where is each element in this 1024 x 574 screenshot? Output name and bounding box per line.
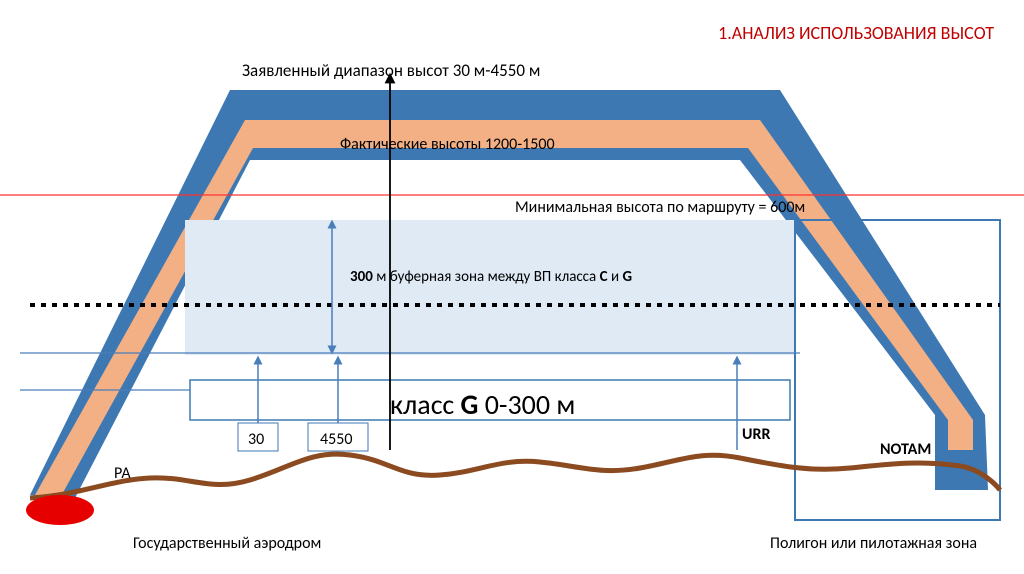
label-urr: URR <box>742 425 770 444</box>
buffer-text: м буферная зона между ВП класса <box>373 268 600 286</box>
buffer-300: 300 <box>350 268 373 286</box>
label-notam: NOTAM <box>880 440 931 459</box>
buffer-zone <box>185 220 795 355</box>
classg-range: 0-300 м <box>478 387 575 422</box>
label-aerodrome: Государственный аэродром <box>133 534 321 553</box>
label-pa: РА <box>114 464 131 483</box>
buffer-g: G <box>622 268 632 286</box>
label-declared-range: Заявленный диапазон высот 30 м-4550 м <box>242 60 540 81</box>
aerodrome-marker <box>26 495 94 525</box>
page-title: 1.АНАЛИЗ ИСПОЛЬЗОВАНИЯ ВЫСОТ <box>718 22 994 44</box>
label-class-g: класс G 0-300 м <box>390 387 575 422</box>
classg-pre: класс <box>390 387 461 422</box>
label-30: 30 <box>248 430 264 449</box>
label-4550: 4550 <box>320 430 352 449</box>
altitude-diagram <box>0 0 1024 574</box>
terrain <box>30 454 1000 498</box>
label-actual-altitudes: Фактические высоты 1200-1500 <box>340 135 555 154</box>
buffer-c: С <box>600 268 608 286</box>
label-min-route: Минимальная высота по маршруту = 600м <box>515 198 805 217</box>
buffer-and: и <box>608 268 623 286</box>
classg-g: G <box>461 387 479 422</box>
label-polygon: Полигон или пилотажная зона <box>770 534 977 553</box>
label-buffer-zone: 300 м буферная зона между ВП класса С и … <box>350 268 632 286</box>
